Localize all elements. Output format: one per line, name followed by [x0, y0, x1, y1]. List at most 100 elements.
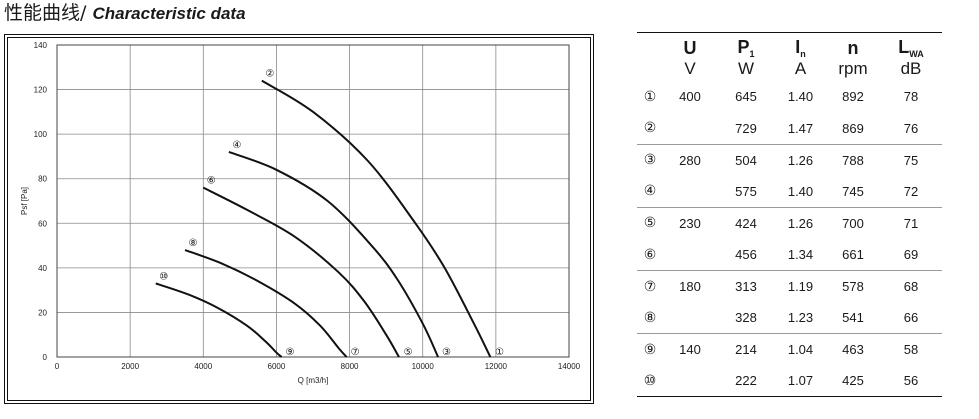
- cell-id: ⑥: [643, 246, 657, 263]
- cell-id: ⑦: [643, 278, 657, 295]
- table-row: ⑤ 230 424 1.26 700 71: [637, 207, 942, 239]
- curve-3: [202, 186, 400, 358]
- curve-start-label: ⑥: [207, 176, 216, 187]
- cell-p: 214: [735, 342, 757, 358]
- x-tick-label: 10000: [412, 362, 435, 371]
- cell-i: 1.07: [787, 373, 814, 389]
- cell-u: [663, 239, 717, 271]
- cell-p: 575: [735, 183, 757, 199]
- cell-n: 463: [842, 342, 864, 358]
- cell-id: ⑤: [643, 215, 657, 232]
- cell-u: [663, 176, 717, 208]
- y-axis-label: Psf [Pa]: [20, 187, 29, 215]
- cell-id: ①: [643, 88, 657, 105]
- x-axis-label: Q [m3/h]: [298, 376, 329, 385]
- y-tick-label: 140: [34, 41, 48, 50]
- table-row: ③ 280 504 1.26 788 75: [637, 144, 942, 176]
- curve-end-label: ③: [442, 347, 451, 358]
- chart-frame: 0 2000 4000 6000 8000 10000 12000 14000 0 20 40 60 8…: [4, 34, 594, 404]
- x-tick-label: 14000: [558, 362, 581, 371]
- y-tick-label: 20: [38, 308, 47, 317]
- cell-n: 700: [842, 215, 864, 231]
- table-row: ⑦ 180 313 1.19 578 68: [637, 271, 942, 303]
- x-tick-label: 4000: [194, 362, 212, 371]
- plot-border: [56, 44, 570, 358]
- table-row: ⑩ 222 1.07 425 56: [637, 365, 942, 397]
- header-symbol: U: [683, 38, 697, 58]
- cell-i: 1.26: [787, 215, 814, 231]
- title-en: Characteristic data: [92, 4, 246, 23]
- curve-4: [184, 249, 348, 358]
- curve-start-label: ⑧: [189, 238, 198, 249]
- cell-l: 58: [903, 342, 919, 358]
- table-row: ④ 575 1.40 745 72: [637, 176, 942, 208]
- cell-id: ④: [643, 183, 657, 200]
- cell-p: 456: [735, 247, 757, 263]
- header-subscript: WA: [909, 49, 924, 59]
- x-tick-label: 2000: [121, 362, 139, 371]
- cell-l: 56: [903, 373, 919, 389]
- x-tick-label: 0: [55, 362, 60, 371]
- cell-l: 72: [903, 183, 919, 199]
- header-symbol: LWA: [898, 37, 924, 59]
- title-cn: 性能曲线/: [4, 2, 87, 24]
- header-subscript: 1: [749, 49, 755, 59]
- curve-end-label: ①: [495, 347, 504, 358]
- cell-l: 71: [903, 215, 919, 231]
- curve-end-label: ⑤: [404, 347, 413, 358]
- cell-u: 180: [679, 279, 701, 295]
- cell-n: 788: [842, 152, 864, 168]
- cell-u: 140: [679, 342, 701, 358]
- header-symbol: n: [847, 38, 859, 58]
- x-tick-label: 12000: [485, 362, 508, 371]
- header-symbol: P1: [737, 37, 755, 59]
- cell-i: 1.40: [787, 183, 814, 199]
- table-row: ② 729 1.47 869 76: [637, 113, 942, 145]
- cell-l: 66: [903, 310, 919, 326]
- cell-u: 230: [679, 215, 701, 231]
- y-tick-label: 0: [43, 353, 48, 362]
- cell-i: 1.23: [787, 310, 814, 326]
- cell-i: 1.40: [787, 89, 814, 105]
- characteristic-chart: 0 2000 4000 6000 8000 10000 12000 14000 0 20 40 60 8…: [20, 41, 581, 385]
- cell-l: 78: [903, 89, 919, 105]
- cell-n: 869: [842, 120, 864, 136]
- x-tick-label: 8000: [341, 362, 359, 371]
- cell-l: 68: [903, 279, 919, 295]
- table-row: ① 400 645 1.40 892 78: [637, 81, 942, 113]
- cell-p: 313: [735, 279, 757, 295]
- cell-id: ③: [643, 152, 657, 169]
- curve-5: [155, 282, 283, 358]
- cell-i: 1.47: [787, 120, 814, 136]
- header-unit: V: [684, 59, 696, 78]
- table-row: ⑥ 456 1.34 661 69: [637, 239, 942, 271]
- header-spacer: [637, 59, 663, 81]
- cell-n: 892: [842, 89, 864, 105]
- cell-p: 645: [735, 89, 757, 105]
- y-tick-label: 80: [38, 175, 47, 184]
- cell-u: [663, 302, 717, 334]
- page-title: 性能曲线/ Characteristic data: [4, 2, 246, 25]
- cell-n: 578: [842, 279, 864, 295]
- cell-u: 400: [679, 89, 701, 105]
- curve-start-label: ④: [232, 140, 241, 151]
- header-symbol: In: [795, 37, 806, 59]
- curve-start-label: ⑩: [159, 271, 168, 282]
- cell-i: 1.34: [787, 247, 814, 263]
- cell-p: 504: [735, 152, 757, 168]
- header-unit: A: [794, 59, 807, 78]
- cell-p: 729: [735, 120, 757, 136]
- y-tick-label: 40: [38, 264, 47, 273]
- table-row: ⑧ 328 1.23 541 66: [637, 302, 942, 334]
- cell-n: 541: [842, 310, 864, 326]
- cell-p: 222: [735, 373, 757, 389]
- header-unit: W: [737, 59, 755, 78]
- cell-id: ②: [643, 120, 657, 137]
- y-tick-label: 60: [38, 219, 47, 228]
- curve-1: [261, 79, 492, 358]
- cell-i: 1.26: [787, 152, 814, 168]
- cell-n: 745: [842, 183, 864, 199]
- cell-p: 424: [735, 215, 757, 231]
- cell-u: [663, 113, 717, 145]
